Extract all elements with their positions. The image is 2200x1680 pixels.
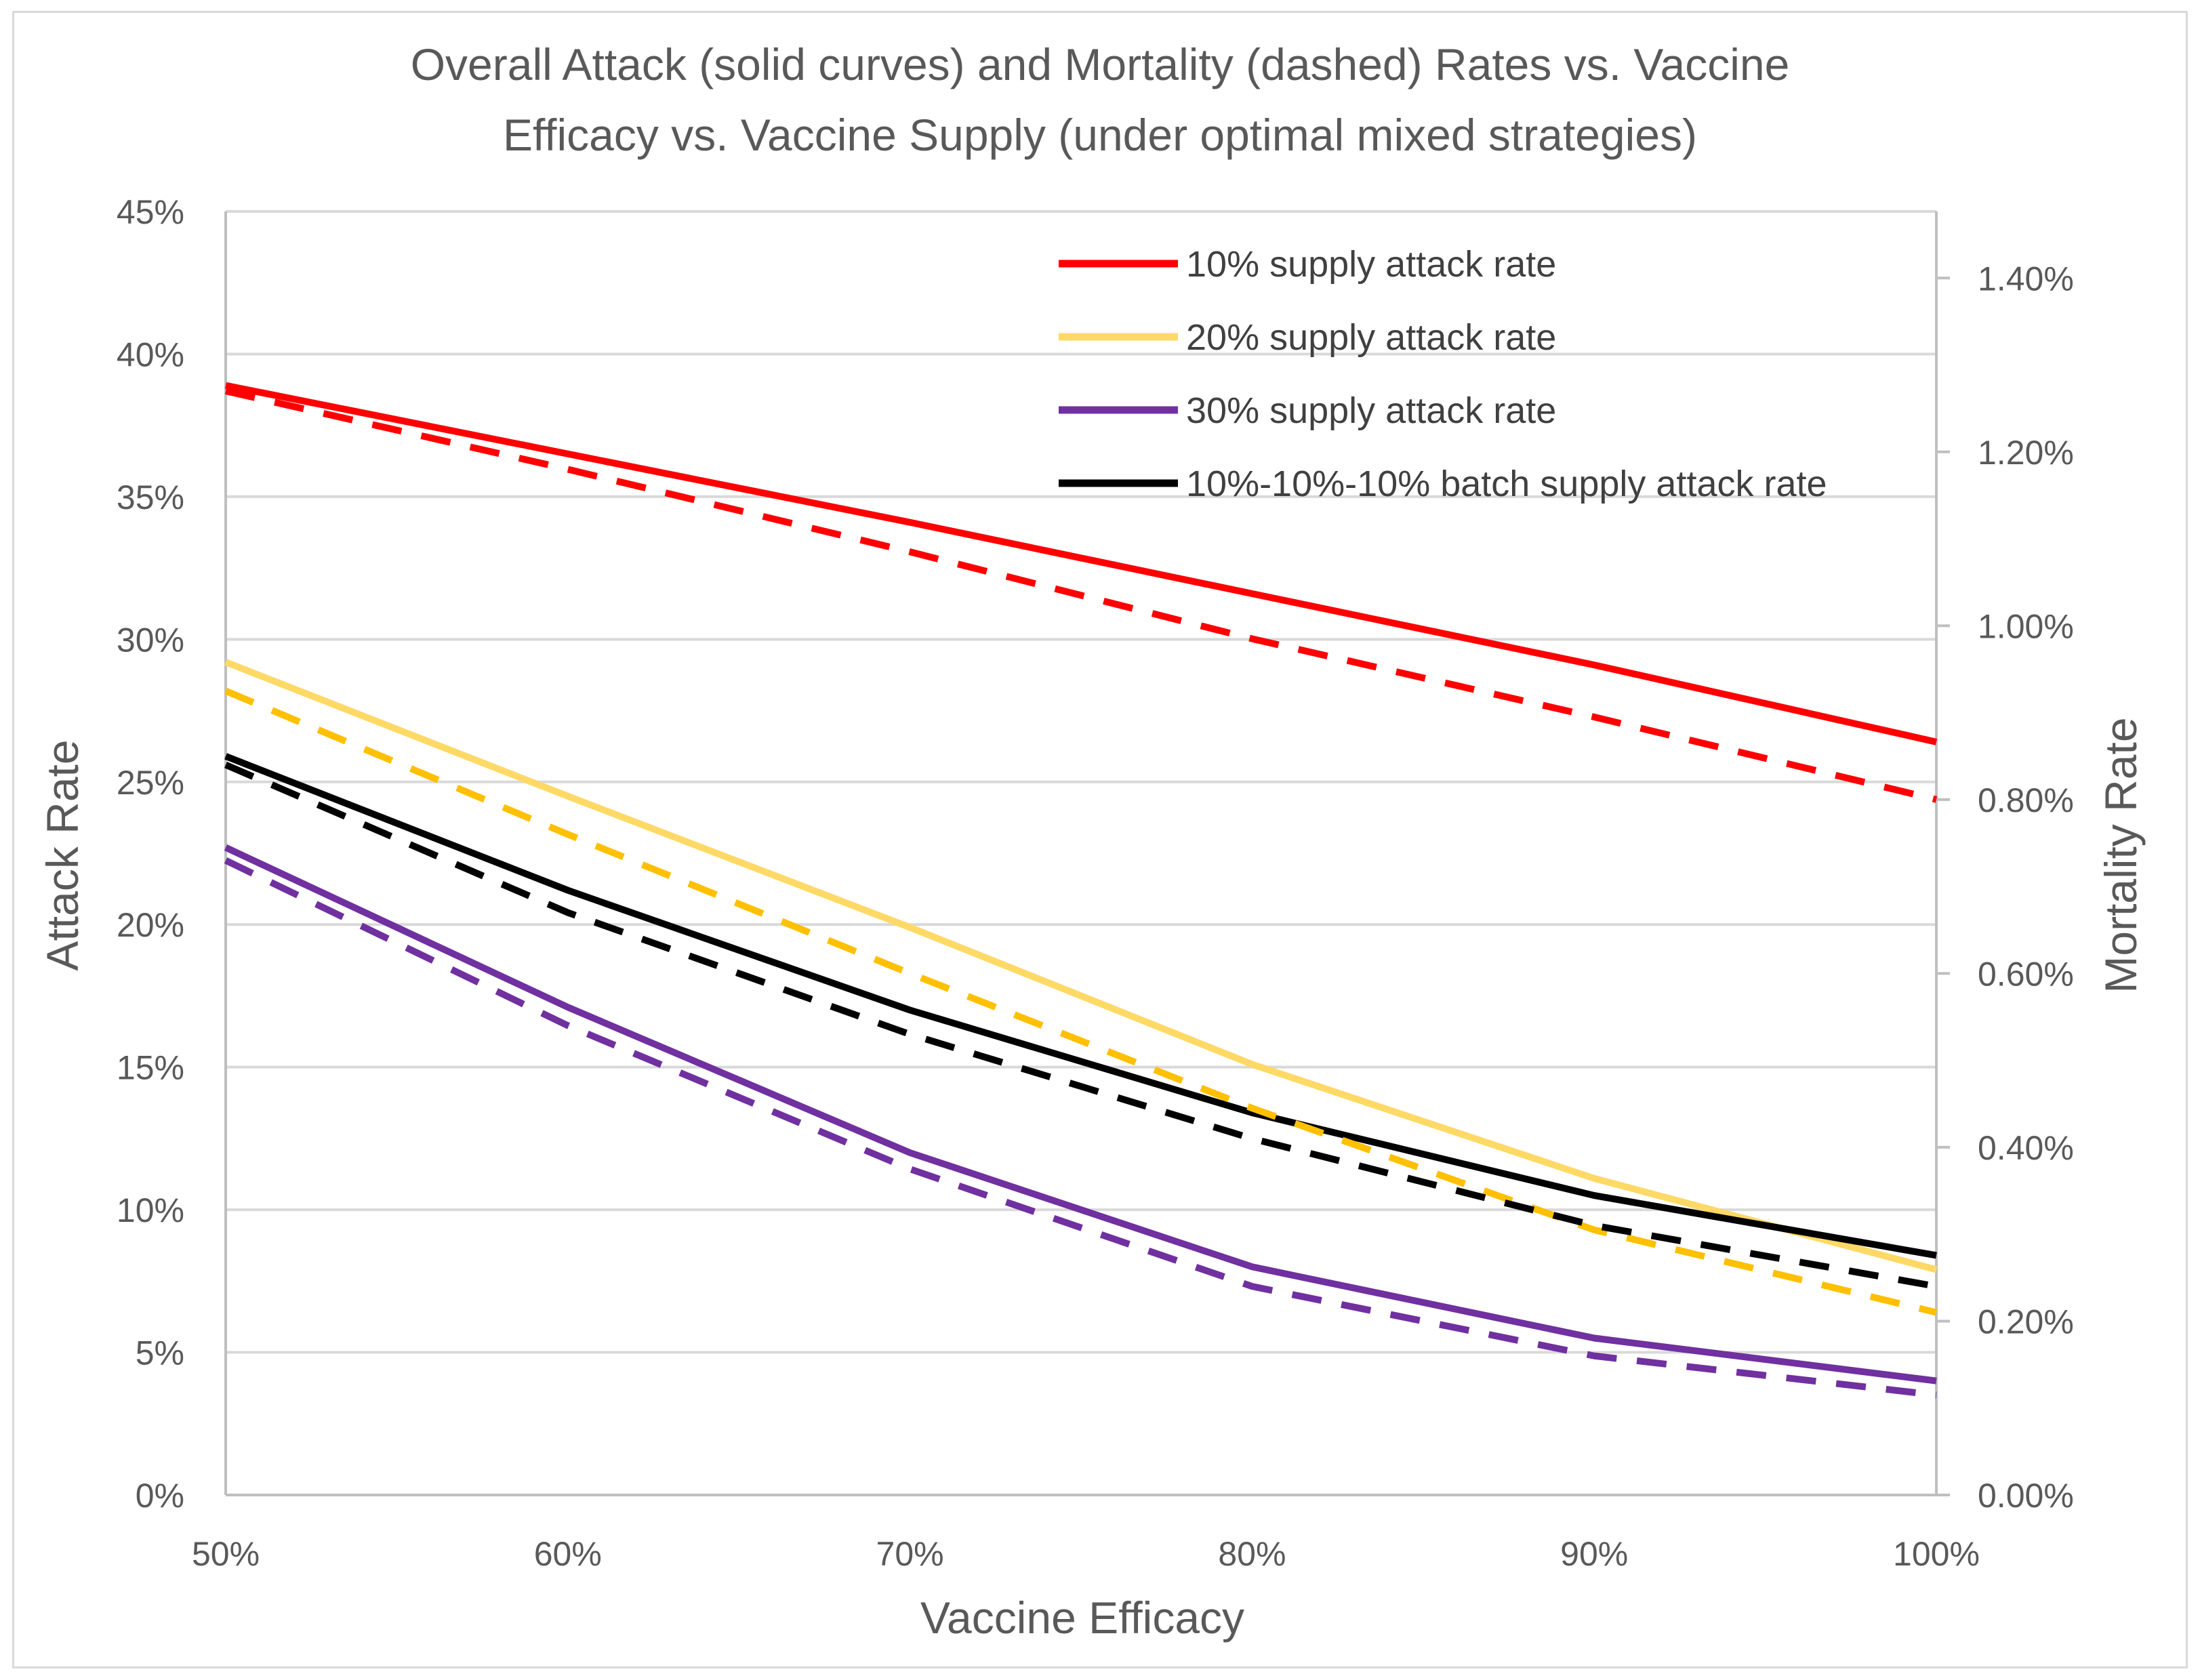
legend: 10% supply attack rate 20% supply attack… <box>1059 244 1827 504</box>
attack-line-20-supply-attack-rate <box>224 659 1938 1273</box>
left-tick-label: 45% <box>117 193 184 231</box>
legend-label-2: 30% supply attack rate <box>1186 390 1556 431</box>
right-tick-label: 0.40% <box>1978 1129 2074 1167</box>
left-tick-label: 40% <box>117 335 184 373</box>
legend-label-3: 10%-10%-10% batch supply attack rate <box>1186 464 1827 504</box>
attack-line-30-supply-attack-rate <box>224 844 1937 1385</box>
x-axis-title: Vaccine Efficacy <box>920 1593 1244 1643</box>
mortality-line-10-supply-mortality-rate <box>224 388 1938 803</box>
right-axis-title: Mortality Rate <box>2096 717 2146 993</box>
right-tick-label: 0.80% <box>1978 781 2074 819</box>
left-axis-title: Attack Rate <box>37 739 87 970</box>
x-tick-label: 50% <box>192 1535 260 1573</box>
chart-title-line-1: Overall Attack (solid curves) and Mortal… <box>411 39 1790 89</box>
left-tick-label: 35% <box>117 478 184 516</box>
left-tick-label: 5% <box>136 1334 184 1372</box>
right-tick-label: 0.00% <box>1978 1477 2074 1515</box>
left-axis-ticks: 0% 5% 10% 15% 20% 25% 30% 35% 40% 45% <box>117 193 184 1515</box>
right-tick-label: 0.20% <box>1978 1303 2074 1340</box>
left-tick-label: 0% <box>136 1477 184 1515</box>
left-tick-label: 30% <box>117 621 184 659</box>
gridlines <box>224 210 1938 1496</box>
right-tick-label: 1.00% <box>1978 607 2074 645</box>
right-tick-label: 1.40% <box>1978 260 2074 298</box>
x-tick-label: 100% <box>1893 1535 1980 1573</box>
mortality-line-10-10-10-batch-supply-mortality-rate <box>224 761 1937 1290</box>
chart-frame <box>12 11 2188 1668</box>
x-tick-label: 70% <box>876 1535 944 1573</box>
right-tick-label: 1.20% <box>1978 434 2074 472</box>
series-lines <box>224 382 1938 1399</box>
legend-label-0: 10% supply attack rate <box>1186 244 1556 285</box>
legend-label-1: 20% supply attack rate <box>1186 317 1556 358</box>
right-axis-ticks: 0.00% 0.20% 0.40% 0.60% 0.80% 1.00% 1.20% 1.40% <box>1936 260 2074 1515</box>
x-axis-ticks: 50% 60% 70% 80% 90% 100% <box>192 1535 1980 1573</box>
mortality-line-20-supply-mortality-rate <box>224 687 1938 1316</box>
left-tick-label: 10% <box>117 1191 184 1229</box>
x-tick-label: 60% <box>534 1535 602 1573</box>
left-tick-label: 20% <box>117 906 184 944</box>
attack-line-10-supply-attack-rate <box>225 382 1938 745</box>
x-tick-label: 80% <box>1218 1535 1286 1573</box>
chart-title-line-2: Efficacy vs. Vaccine Supply (under optim… <box>503 110 1697 160</box>
attack-line-10-10-10-batch-supply-attack-rate <box>224 753 1937 1259</box>
left-tick-label: 25% <box>117 764 184 802</box>
left-tick-label: 15% <box>117 1049 184 1087</box>
x-tick-label: 90% <box>1560 1535 1628 1573</box>
mortality-line-30-supply-mortality-rate <box>224 857 1937 1399</box>
right-tick-label: 0.60% <box>1978 955 2074 993</box>
